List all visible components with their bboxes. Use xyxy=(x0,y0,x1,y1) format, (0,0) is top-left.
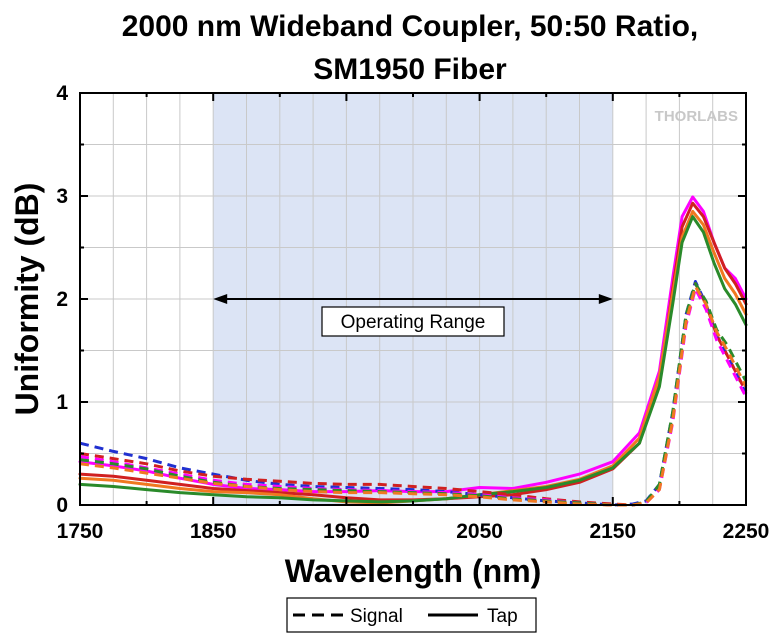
arrow-head-right xyxy=(598,294,613,304)
legend: Signal Tap xyxy=(286,597,537,633)
arrow-head-left xyxy=(213,294,228,304)
y-tick-label: 2 xyxy=(56,288,68,311)
x-tick-label: 1750 xyxy=(57,520,104,543)
x-tick-label: 2150 xyxy=(589,520,636,543)
tap-series-line xyxy=(78,195,748,494)
legend-box xyxy=(286,597,537,633)
chart-title-line-1: 2000 nm Wideband Coupler, 50:50 Ratio, xyxy=(122,10,699,43)
signal-series-line xyxy=(79,285,748,507)
x-tick-label: 1850 xyxy=(190,520,237,543)
axis-ticks xyxy=(79,92,747,506)
tap-series-line xyxy=(78,215,748,504)
y-axis-label: Uniformity (dB) xyxy=(9,183,45,416)
series-group xyxy=(78,195,748,507)
x-tick-label: 2250 xyxy=(723,520,770,543)
x-tick-label: 2050 xyxy=(456,520,503,543)
x-tick-label: 1950 xyxy=(323,520,370,543)
y-tick-label: 1 xyxy=(56,391,68,414)
y-tick-labels: 0 1 2 3 4 xyxy=(56,82,68,517)
operating-range-annotation: Operating Range xyxy=(213,294,613,337)
x-tick-labels: 1750 1850 1950 2050 2150 2250 xyxy=(57,520,770,543)
y-tick-label: 4 xyxy=(56,82,68,105)
thorlabs-watermark: THORLABS xyxy=(655,108,738,125)
x-axis-label: Wavelength (nm) xyxy=(285,553,542,589)
y-tick-label: 0 xyxy=(56,494,68,517)
operating-range-label-box xyxy=(321,306,505,337)
signal-series-line xyxy=(79,282,748,507)
operating-range-label: Operating Range xyxy=(341,312,486,333)
legend-tap-label: Tap xyxy=(487,606,518,627)
chart-title-line-2: SM1950 Fiber xyxy=(313,53,507,86)
legend-signal-label: Signal xyxy=(350,606,403,627)
y-tick-label: 3 xyxy=(56,185,68,208)
